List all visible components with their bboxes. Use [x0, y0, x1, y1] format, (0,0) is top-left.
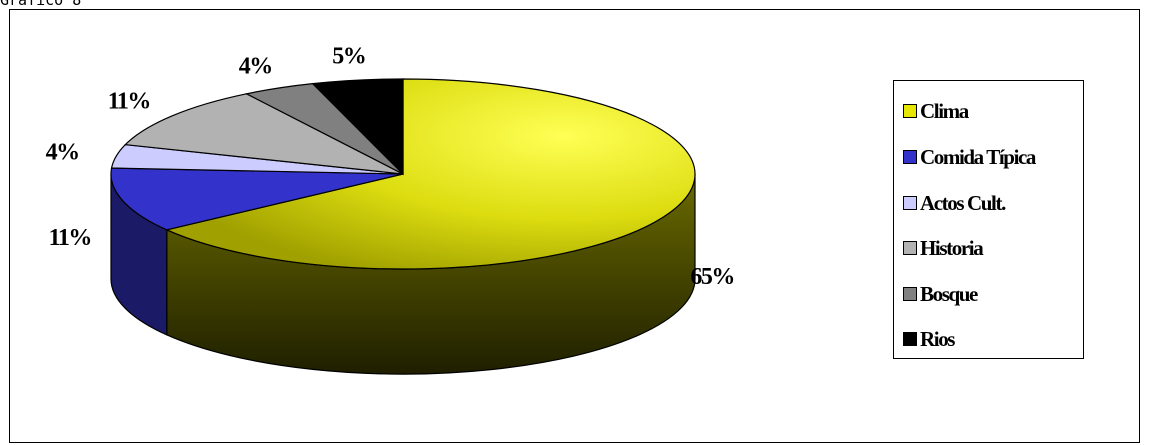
data-label-rios: 5% — [332, 43, 365, 69]
legend-label: Comida Típica — [920, 145, 1035, 170]
data-label-historia: 11% — [108, 88, 150, 114]
legend: Clima Comida Típica Actos Cult. Historia… — [893, 80, 1084, 359]
legend-swatch — [903, 332, 917, 346]
data-label-clima: 65% — [690, 264, 734, 290]
data-label-actos-cult: 4% — [46, 140, 79, 166]
legend-item-historia: Historia — [903, 233, 982, 263]
legend-label: Rios — [920, 327, 954, 352]
legend-swatch — [903, 196, 917, 210]
data-label-comida-tipica: 11% — [49, 225, 91, 251]
legend-swatch — [903, 241, 917, 255]
legend-label: Actos Cult. — [920, 191, 1005, 216]
legend-item-actos-cult: Actos Cult. — [903, 188, 1005, 218]
legend-item-bosque: Bosque — [903, 279, 977, 309]
legend-label: Historia — [920, 236, 982, 261]
legend-item-rios: Rios — [903, 324, 954, 354]
legend-item-comida-tipica: Comida Típica — [903, 142, 1035, 172]
pie-tops — [111, 79, 695, 269]
legend-swatch — [903, 150, 917, 164]
legend-swatch — [903, 287, 917, 301]
legend-label: Bosque — [920, 282, 977, 307]
legend-item-clima: Clima — [903, 96, 968, 126]
legend-label: Clima — [920, 99, 968, 124]
data-label-bosque: 4% — [239, 53, 272, 79]
legend-swatch — [903, 104, 917, 118]
